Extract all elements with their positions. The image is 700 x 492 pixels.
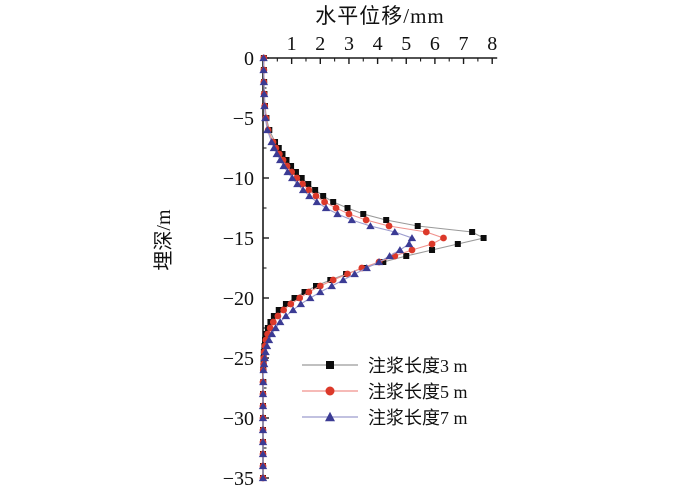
x-tick-label: 7 bbox=[459, 33, 469, 55]
y-tick-label: −15 bbox=[223, 228, 254, 250]
legend-swatch-square-icon bbox=[302, 361, 358, 369]
x-tick-label: 1 bbox=[287, 33, 297, 55]
y-tick-label: −35 bbox=[223, 468, 254, 490]
series-markers bbox=[258, 54, 417, 482]
legend-item-grout-5m: 注浆长度5 m bbox=[301, 378, 468, 404]
y-tick-label: 0 bbox=[244, 48, 254, 70]
legend-label: 注浆长度5 m bbox=[368, 382, 468, 402]
x-tick-label: 6 bbox=[430, 33, 440, 55]
y-tick-label: −20 bbox=[223, 288, 254, 310]
x-axis-title: 水平位移/mm bbox=[315, 4, 445, 28]
x-tick-label: 4 bbox=[373, 33, 383, 55]
legend-label: 注浆长度7 m bbox=[368, 408, 468, 428]
legend-item-grout-7m: 注浆长度7 m bbox=[301, 404, 468, 430]
x-tick-label: 8 bbox=[487, 33, 497, 55]
series-grout-7m bbox=[258, 54, 417, 482]
legend-swatch-triangle-icon bbox=[302, 411, 358, 422]
legend-label: 注浆长度3 m bbox=[368, 356, 468, 376]
x-tick-label: 3 bbox=[344, 33, 354, 55]
y-tick-label: −25 bbox=[223, 348, 254, 370]
y-tick-label: −30 bbox=[223, 408, 254, 430]
x-tick-label: 2 bbox=[315, 33, 325, 55]
y-axis-title: 埋深/m bbox=[153, 209, 175, 271]
y-tick-label: −5 bbox=[233, 108, 254, 130]
legend-item-grout-3m: 注浆长度3 m bbox=[301, 352, 468, 378]
x-tick-label: 5 bbox=[401, 33, 411, 55]
legend-swatch-circle-icon bbox=[302, 386, 358, 396]
legend: 注浆长度3 m 注浆长度5 m 注浆长度7 m bbox=[301, 352, 468, 430]
y-tick-label: −10 bbox=[223, 168, 254, 190]
